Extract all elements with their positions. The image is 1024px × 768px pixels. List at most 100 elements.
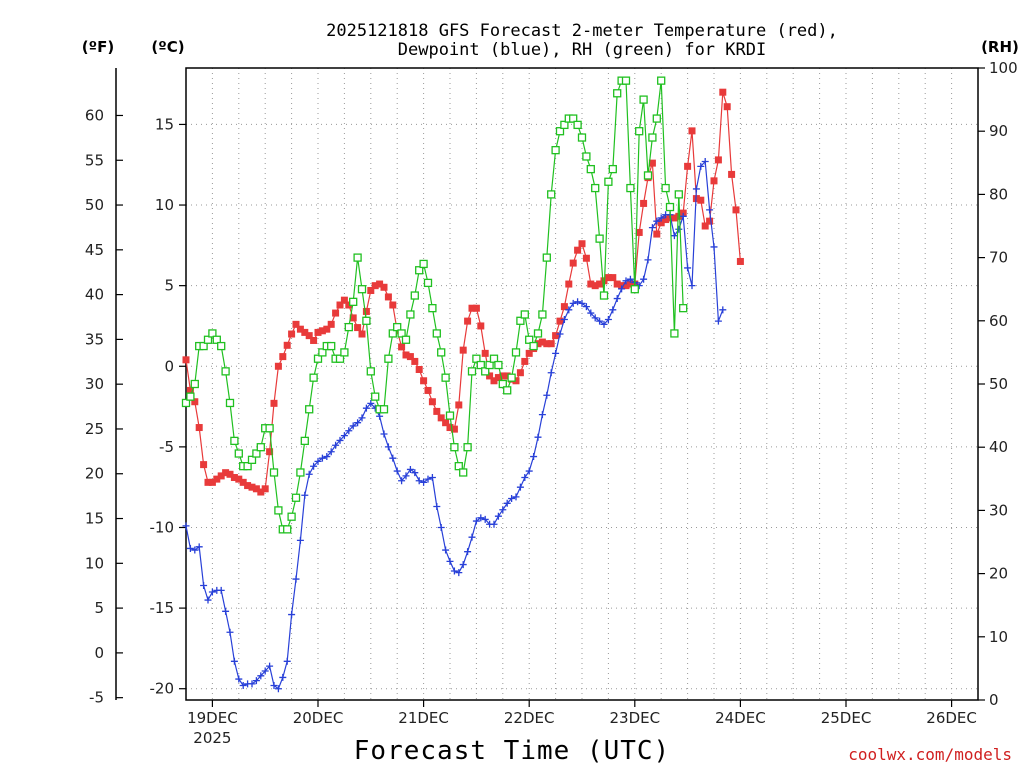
- temperature-point: [398, 343, 406, 351]
- temperature-point: [688, 127, 696, 135]
- temperature-point: [574, 246, 582, 254]
- dewpoint-point: [644, 256, 652, 264]
- dewpoint-point: [472, 517, 480, 525]
- dewpoint-point: [226, 628, 234, 636]
- rh-point: [247, 455, 257, 464]
- temperature-point: [389, 301, 397, 309]
- temperature-point: [556, 317, 564, 325]
- temperature-point: [200, 461, 208, 469]
- fahrenheit-tick-label: 20: [85, 465, 104, 483]
- rh-point: [186, 392, 195, 401]
- temperature-point: [719, 88, 727, 96]
- temperature-point: [230, 474, 238, 482]
- rh-point: [243, 462, 252, 471]
- temperature-point: [340, 296, 348, 304]
- rh-point: [401, 335, 411, 344]
- temperature-point: [274, 362, 282, 370]
- rh-point: [498, 379, 507, 389]
- temperature-point: [266, 448, 274, 456]
- fahrenheit-tick-label: -5: [89, 689, 104, 707]
- fahrenheit-tick-label: 55: [85, 151, 104, 169]
- temperature-point: [301, 328, 309, 336]
- fahrenheit-unit-label: (ºF): [82, 38, 114, 56]
- temperature-point: [376, 280, 384, 288]
- temperature-point: [428, 398, 436, 406]
- temperature-point: [292, 320, 300, 328]
- dewpoint-point: [393, 467, 401, 475]
- rh-point: [265, 424, 274, 433]
- dewpoint-point: [424, 475, 432, 483]
- temperature-point: [433, 407, 441, 415]
- temperature-point: [547, 340, 555, 348]
- temperature-point: [486, 372, 494, 380]
- dewpoint-point: [261, 667, 269, 675]
- dewpoint-point: [525, 467, 533, 475]
- dewpoint-point: [503, 499, 511, 507]
- dewpoint-point: [442, 546, 450, 554]
- rh-point: [291, 493, 301, 502]
- temperature-point: [684, 162, 692, 170]
- temperature-point: [675, 212, 683, 220]
- rh-point: [489, 354, 499, 363]
- fahrenheit-tick-label: 35: [85, 330, 104, 348]
- rh-point: [340, 348, 349, 357]
- dewpoint-point: [618, 285, 626, 293]
- dewpoint-point: [560, 316, 568, 324]
- dewpoint-point: [380, 430, 388, 438]
- dewpoint-point: [252, 677, 260, 685]
- rh-point: [661, 183, 670, 193]
- temperature-point: [296, 325, 304, 333]
- rh-point: [608, 164, 617, 174]
- dewpoint-point: [336, 436, 344, 444]
- temperature-point: [336, 301, 344, 309]
- rh-point: [463, 443, 472, 452]
- dewpoint-point: [186, 544, 194, 552]
- dewpoint-point: [349, 422, 357, 430]
- dewpoint-point: [204, 596, 212, 604]
- dewpoint-point: [481, 515, 489, 523]
- rh-point: [582, 152, 591, 161]
- x-tick-label: 22DEC: [504, 709, 555, 727]
- x-tick-label: 25DEC: [821, 709, 872, 727]
- dewpoint-point: [490, 520, 498, 528]
- dewpoint-point: [719, 306, 727, 314]
- temperature-point: [464, 317, 472, 325]
- rh-point: [573, 120, 582, 130]
- dewpoint-point: [358, 414, 366, 422]
- fahrenheit-tick-label: 5: [94, 599, 104, 617]
- x-tick-label: 26DEC: [926, 709, 977, 727]
- celsius-unit-label: (ºC): [151, 38, 184, 56]
- dewpoint-point: [516, 483, 524, 491]
- dewpoint-point: [182, 522, 190, 530]
- dewpoint-point: [248, 680, 256, 688]
- rh-unit-label: (RH): [981, 38, 1019, 56]
- rh-point: [591, 183, 600, 193]
- rh-point: [300, 436, 309, 446]
- dewpoint-point: [679, 212, 687, 220]
- rh-point: [529, 341, 538, 351]
- dewpoint-point: [692, 185, 700, 193]
- temperature-point: [314, 328, 322, 336]
- temperature-point: [450, 425, 458, 433]
- celsius-tick-label: 5: [164, 277, 174, 295]
- temperature-point: [437, 414, 445, 422]
- fahrenheit-tick-label: 45: [85, 241, 104, 259]
- temperature-point: [420, 377, 428, 385]
- dewpoint-point: [653, 217, 661, 225]
- rh-point: [419, 259, 428, 269]
- dewpoint-point: [499, 506, 507, 514]
- rh-point: [221, 367, 230, 376]
- rh-point: [318, 348, 327, 357]
- fahrenheit-tick-label: 15: [85, 510, 104, 528]
- rh-point: [516, 316, 525, 325]
- rh-point: [190, 379, 199, 389]
- dewpoint-point: [684, 264, 692, 272]
- rh-point: [313, 354, 323, 363]
- temperature-point: [543, 340, 551, 348]
- celsius-tick-label: -15: [150, 599, 175, 617]
- dewpoint-point: [411, 469, 419, 477]
- rh-point: [327, 341, 336, 351]
- temperature-point: [657, 219, 665, 227]
- temperature-point: [257, 488, 265, 496]
